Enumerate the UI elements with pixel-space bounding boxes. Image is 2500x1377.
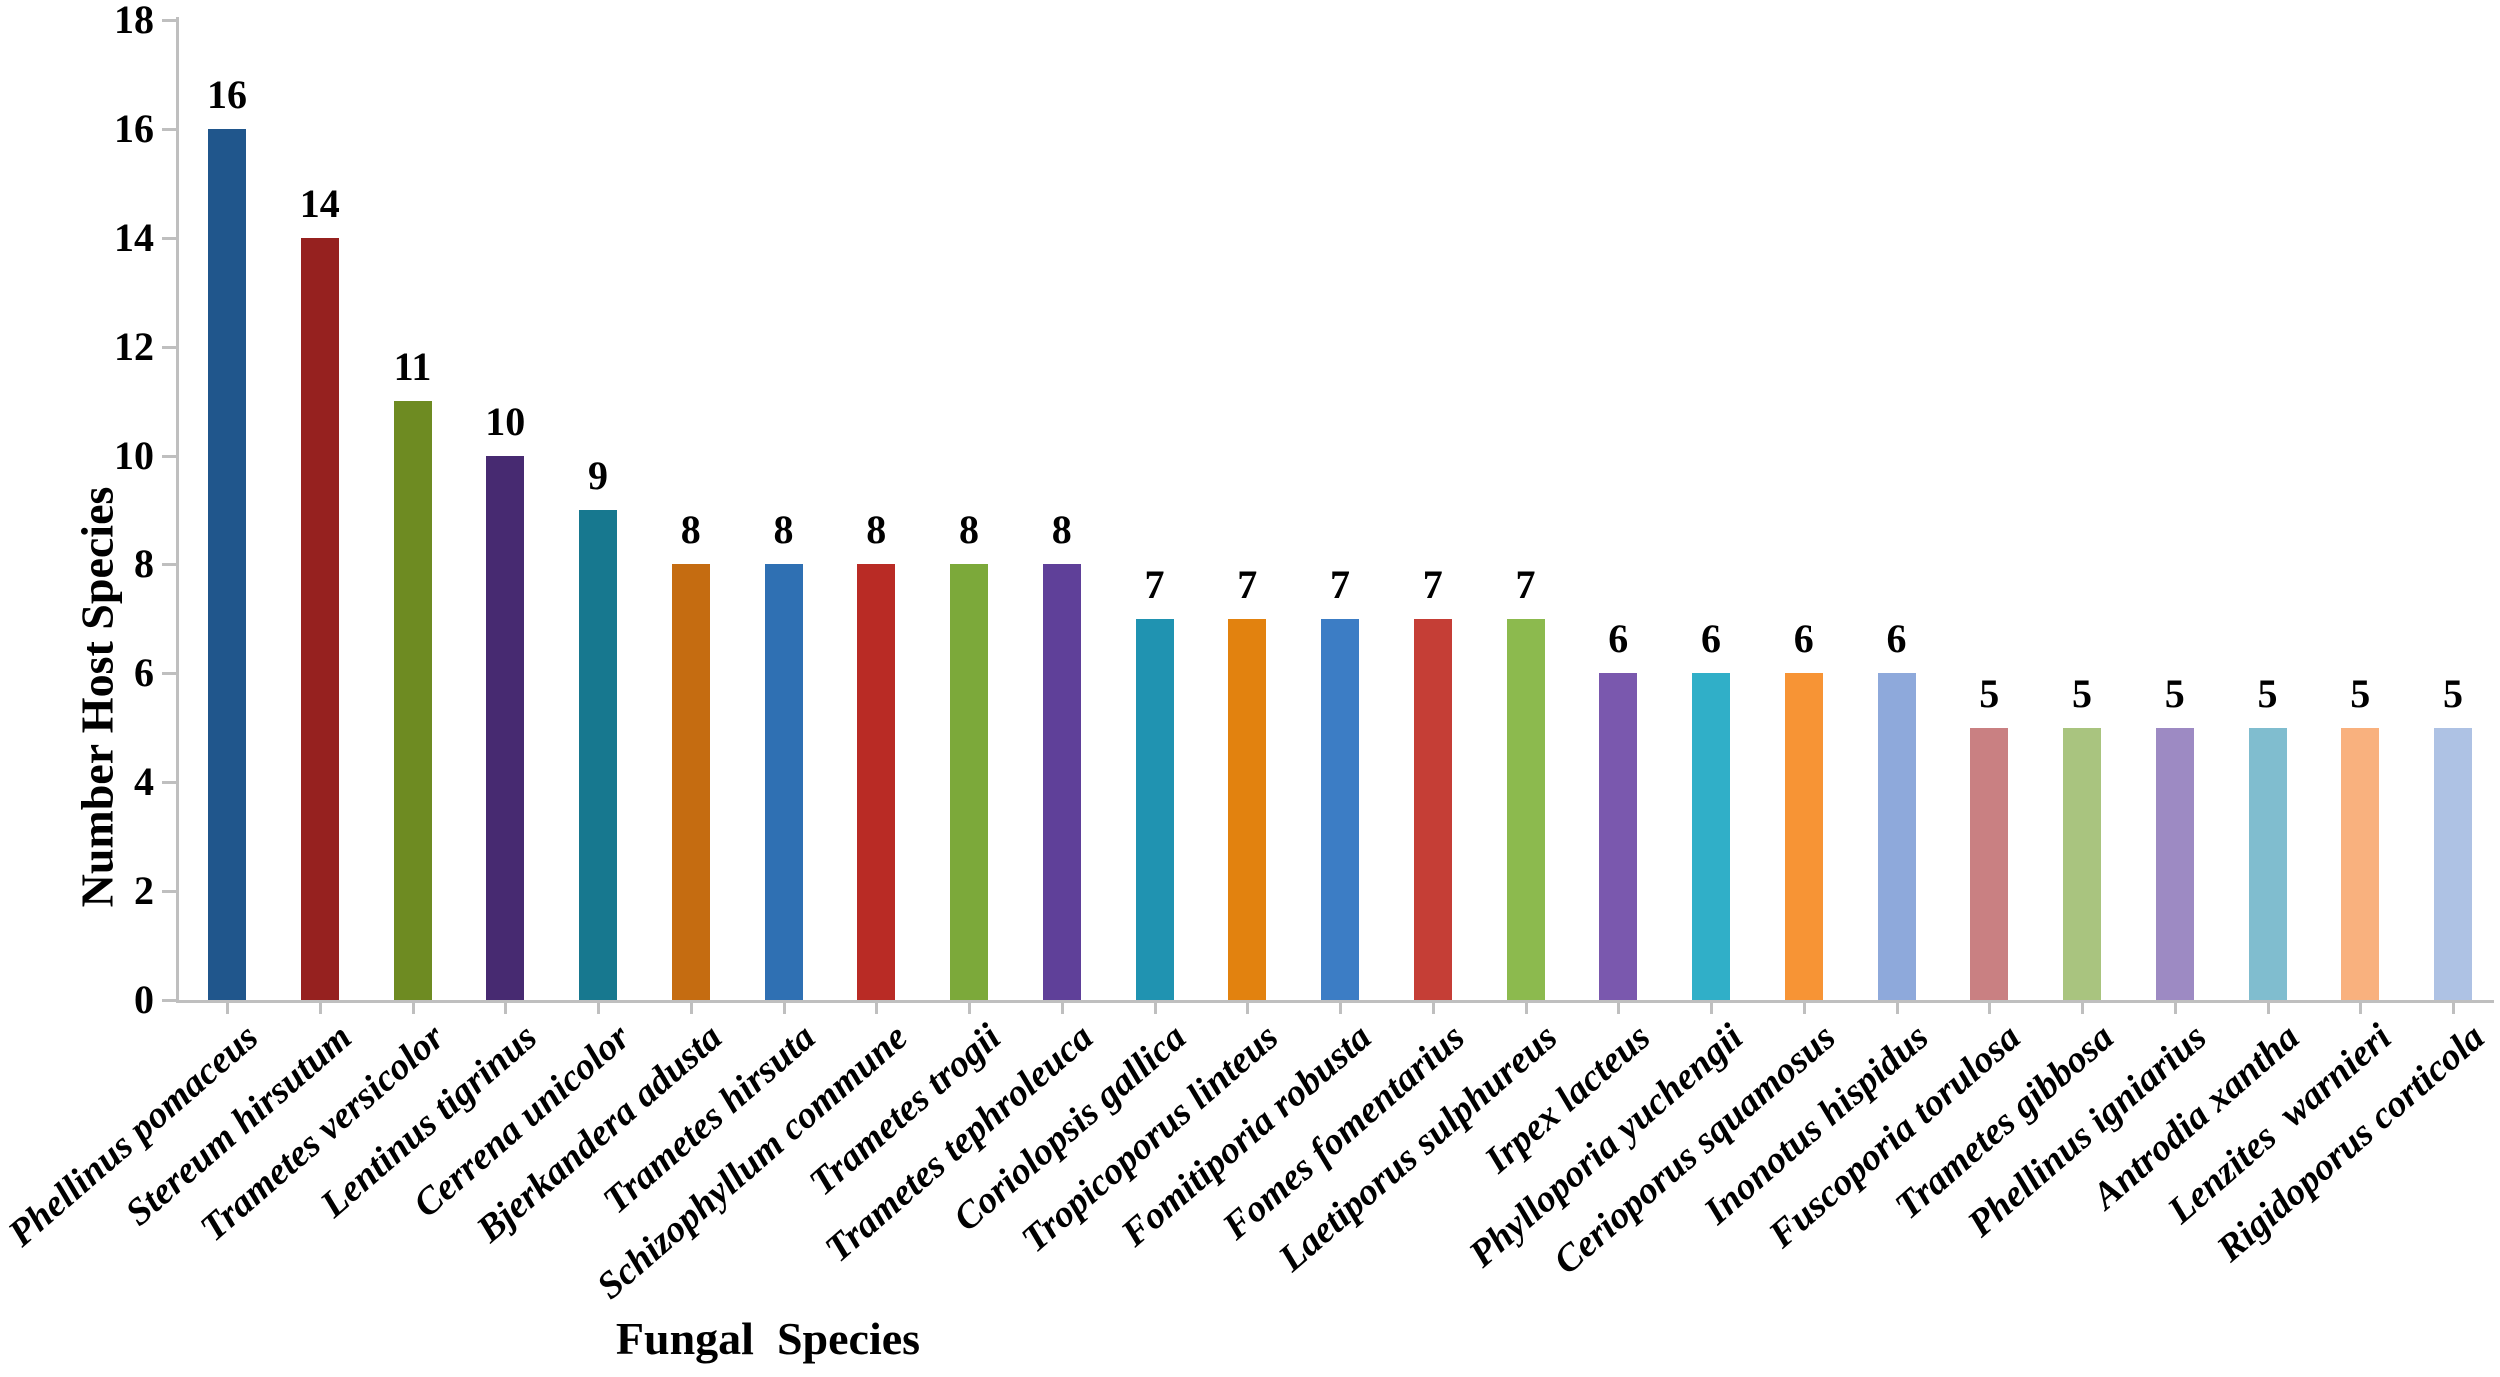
bar-value-label: 8 (1051, 507, 1072, 553)
x-tick-mark (504, 1002, 508, 1014)
y-tick-mark (162, 563, 178, 567)
x-tick-mark (1710, 1002, 1713, 1014)
x-tick-mark (597, 1002, 600, 1014)
bar-value-label: 6 (1886, 616, 1907, 662)
x-tick-mark (2359, 1002, 2363, 1014)
bar (857, 564, 896, 1000)
bar-value-label: 5 (2072, 670, 2092, 716)
x-tick-mark (1060, 1002, 1064, 1014)
x-tick-mark (1153, 1002, 1157, 1014)
x-tick-mark (1617, 1002, 1621, 1014)
x-tick-mark (1246, 1002, 1250, 1014)
bar (1877, 673, 1916, 1000)
bar (579, 510, 617, 1000)
bar (1228, 618, 1267, 1000)
y-tick-label: 16 (114, 105, 154, 151)
bar-value-label: 8 (773, 507, 794, 553)
bar (393, 401, 432, 1000)
bar (1506, 618, 1545, 1000)
x-tick-mark (1524, 1002, 1528, 1014)
bar (1042, 564, 1081, 1000)
x-tick-mark (411, 1002, 415, 1014)
x-tick-mark (1339, 1002, 1342, 1014)
y-tick-mark (162, 672, 178, 676)
bar (486, 455, 525, 1000)
x-tick-mark (1431, 1002, 1435, 1014)
bar-value-label: 6 (1701, 616, 1721, 662)
x-tick-mark (689, 1002, 693, 1014)
bar-value-label: 8 (866, 507, 887, 553)
bar-value-label: 11 (393, 344, 432, 390)
y-tick-mark (162, 781, 178, 785)
bar-value-label: 7 (1330, 561, 1350, 607)
y-tick-label: 10 (114, 432, 154, 478)
y-tick-label: 12 (114, 323, 154, 369)
y-tick-mark (162, 890, 178, 894)
x-tick-mark (1988, 1002, 1992, 1014)
y-tick-mark (162, 454, 178, 458)
bar (1692, 673, 1730, 1000)
y-tick-label: 18 (114, 0, 154, 42)
y-tick-mark (162, 345, 178, 349)
bar-value-label: 7 (1422, 561, 1443, 607)
bar (671, 564, 710, 1000)
y-axis-line (176, 17, 179, 1003)
y-tick-mark (162, 127, 178, 131)
bar-value-label: 5 (2164, 670, 2185, 716)
x-tick-mark (968, 1002, 971, 1014)
bar-value-label: 7 (1515, 561, 1536, 607)
y-tick-mark (162, 19, 178, 22)
x-axis-line (176, 1000, 2494, 1003)
x-tick-mark (875, 1002, 879, 1014)
bar (2434, 727, 2472, 1000)
bar-value-label: 9 (588, 453, 608, 498)
bar (2341, 727, 2380, 1000)
x-tick-mark (1895, 1002, 1899, 1014)
bar (950, 564, 988, 1000)
y-tick-label: 2 (134, 868, 154, 914)
x-tick-mark (2266, 1002, 2270, 1014)
bar (2248, 727, 2287, 1000)
bar-value-label: 10 (485, 398, 526, 444)
x-tick-mark (2081, 1002, 2084, 1014)
bar-value-label: 7 (1237, 561, 1258, 607)
bar (1599, 673, 1638, 1000)
bar (2155, 727, 2194, 1000)
y-tick-mark (162, 236, 178, 240)
bar-value-label: 6 (1608, 616, 1629, 662)
bar-value-label: 5 (2350, 670, 2371, 716)
x-axis-title: Fungal Species (615, 1313, 921, 1364)
bar (1970, 727, 2009, 1000)
bar (1135, 618, 1174, 1000)
bar-value-label: 14 (299, 180, 340, 226)
x-tick-mark (2173, 1002, 2177, 1014)
bar (300, 237, 339, 1000)
y-tick-label: 4 (134, 759, 154, 805)
bar (1784, 673, 1823, 1000)
bar-value-label: 5 (1979, 670, 2000, 716)
bar (1321, 618, 1359, 1000)
bar-value-label: 5 (2443, 670, 2463, 716)
bar (2063, 727, 2101, 1000)
bar (764, 564, 803, 1000)
bar-value-label: 7 (1144, 561, 1165, 607)
bar-value-label: 8 (680, 507, 701, 553)
y-tick-mark (162, 999, 178, 1002)
bar-value-label: 6 (1793, 616, 1814, 662)
bar (1413, 618, 1452, 1000)
x-tick-mark (1802, 1002, 1806, 1014)
bar-value-label: 5 (2257, 670, 2278, 716)
x-tick-mark (2452, 1002, 2455, 1014)
bar-value-label: 8 (959, 507, 979, 553)
bar-value-label: 16 (207, 71, 247, 117)
x-tick-mark (782, 1002, 786, 1014)
x-tick-mark (318, 1002, 322, 1014)
y-tick-label: 0 (134, 977, 154, 1022)
y-tick-label: 6 (134, 650, 154, 696)
bar (208, 128, 246, 1000)
y-tick-label: 14 (114, 214, 154, 260)
y-tick-label: 8 (134, 541, 154, 587)
x-tick-mark (226, 1002, 229, 1014)
